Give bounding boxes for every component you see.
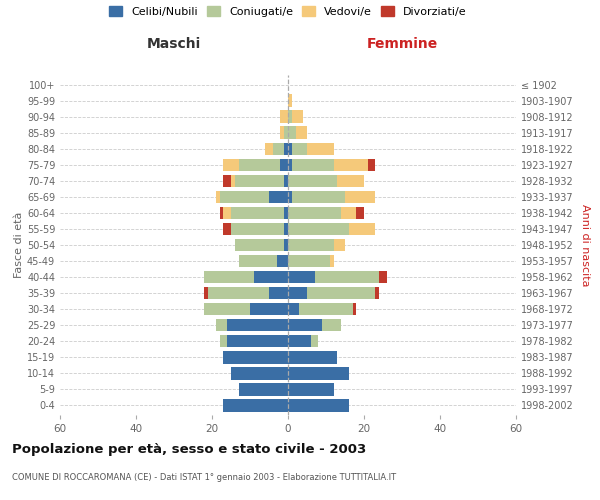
Bar <box>307 142 334 155</box>
Text: Popolazione per età, sesso e stato civile - 2003: Popolazione per età, sesso e stato civil… <box>12 442 366 456</box>
Bar <box>288 110 292 123</box>
Bar <box>337 174 364 187</box>
Y-axis label: Fasce di età: Fasce di età <box>14 212 24 278</box>
Bar <box>239 158 280 171</box>
Bar <box>231 367 288 380</box>
Bar <box>284 142 288 155</box>
Bar <box>330 255 334 268</box>
Bar <box>284 206 288 219</box>
Bar <box>280 158 288 171</box>
Bar <box>292 158 334 171</box>
Bar <box>288 319 322 332</box>
Bar <box>288 158 292 171</box>
Bar <box>208 287 269 300</box>
Bar <box>205 271 254 283</box>
Bar <box>269 190 288 203</box>
Bar <box>292 142 307 155</box>
Bar <box>223 222 231 235</box>
Bar <box>254 271 288 283</box>
Bar <box>216 190 220 203</box>
Bar <box>288 367 349 380</box>
Bar <box>292 190 345 203</box>
Bar <box>307 287 376 300</box>
Bar <box>235 174 284 187</box>
Bar <box>288 255 330 268</box>
Bar <box>223 351 288 364</box>
Bar <box>288 174 337 187</box>
Bar <box>288 383 334 396</box>
Bar <box>223 399 288 411</box>
Bar <box>235 238 284 252</box>
Bar <box>299 303 353 316</box>
Bar <box>223 158 239 171</box>
Bar <box>239 255 277 268</box>
Bar <box>227 319 288 332</box>
Text: COMUNE DI ROCCAROMANA (CE) - Dati ISTAT 1° gennaio 2003 - Elaborazione TUTTITALI: COMUNE DI ROCCAROMANA (CE) - Dati ISTAT … <box>12 472 396 482</box>
Bar <box>205 287 208 300</box>
Bar <box>284 174 288 187</box>
Bar <box>220 190 269 203</box>
Bar <box>265 142 273 155</box>
Bar <box>292 110 303 123</box>
Bar <box>288 303 299 316</box>
Bar <box>284 238 288 252</box>
Bar <box>288 271 314 283</box>
Bar <box>379 271 387 283</box>
Bar <box>288 351 337 364</box>
Bar <box>288 222 349 235</box>
Bar <box>205 303 250 316</box>
Text: Femmine: Femmine <box>367 37 437 51</box>
Bar <box>322 319 341 332</box>
Bar <box>227 335 288 347</box>
Bar <box>349 222 376 235</box>
Bar <box>216 319 227 332</box>
Bar <box>288 190 292 203</box>
Bar <box>288 238 334 252</box>
Bar <box>341 206 356 219</box>
Bar <box>376 287 379 300</box>
Y-axis label: Anni di nascita: Anni di nascita <box>580 204 590 286</box>
Bar <box>334 238 345 252</box>
Bar <box>288 399 349 411</box>
Bar <box>288 94 292 107</box>
Bar <box>231 222 284 235</box>
Text: Maschi: Maschi <box>147 37 201 51</box>
Bar <box>288 142 292 155</box>
Bar <box>223 206 231 219</box>
Bar <box>353 303 356 316</box>
Bar <box>314 271 379 283</box>
Bar <box>288 206 341 219</box>
Bar <box>231 174 235 187</box>
Bar <box>284 222 288 235</box>
Bar <box>334 158 368 171</box>
Bar <box>273 142 284 155</box>
Bar <box>277 255 288 268</box>
Bar <box>223 174 231 187</box>
Legend: Celibi/Nubili, Coniugati/e, Vedovi/e, Divorziati/e: Celibi/Nubili, Coniugati/e, Vedovi/e, Di… <box>109 6 467 16</box>
Bar <box>288 126 296 139</box>
Bar <box>284 126 288 139</box>
Bar <box>345 190 376 203</box>
Bar <box>296 126 307 139</box>
Bar <box>239 383 288 396</box>
Bar <box>280 126 284 139</box>
Bar <box>269 287 288 300</box>
Bar <box>311 335 319 347</box>
Bar <box>288 287 307 300</box>
Bar <box>288 335 311 347</box>
Bar <box>231 206 284 219</box>
Bar <box>368 158 376 171</box>
Bar <box>220 335 227 347</box>
Bar <box>356 206 364 219</box>
Bar <box>280 110 288 123</box>
Bar <box>220 206 223 219</box>
Bar <box>250 303 288 316</box>
